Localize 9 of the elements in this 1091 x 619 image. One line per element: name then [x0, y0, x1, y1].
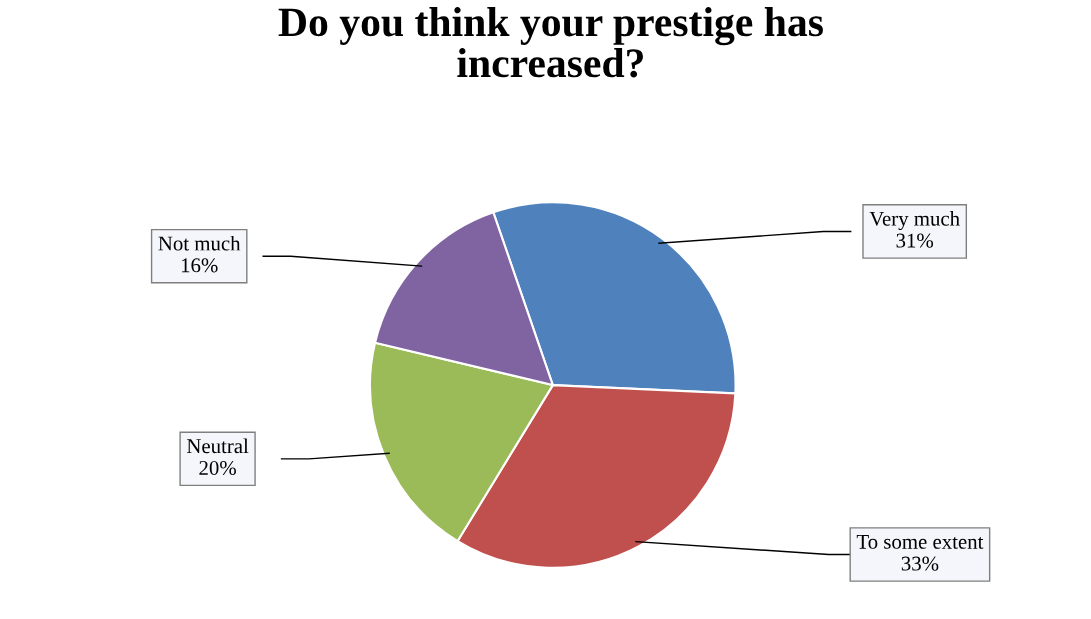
data-label: 33%: [901, 556, 939, 571]
slice-label: To some extent: [856, 534, 984, 549]
slice-label: Very much: [869, 211, 960, 231]
data-label: 20%: [199, 460, 236, 476]
slice-label: Neutral: [186, 438, 249, 454]
data-label: 31%: [896, 233, 934, 248]
data-label: 16%: [181, 258, 218, 273]
slice-label: Not much: [158, 235, 241, 251]
chart-title: Do you think your prestige has increased?: [278, 7, 823, 78]
